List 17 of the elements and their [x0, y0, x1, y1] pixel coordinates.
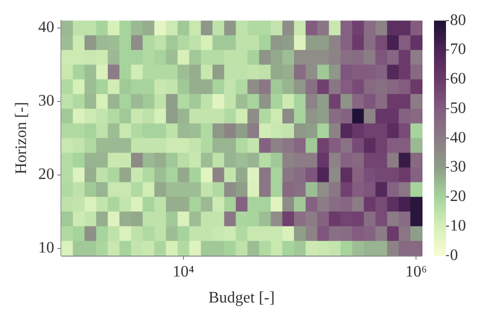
color-bar-label: 60: [450, 70, 466, 88]
color-bar-label: 0: [450, 246, 458, 264]
color-bar-label: 30: [450, 158, 466, 176]
y-tick-label: 20: [38, 166, 54, 184]
color-bar-label: 10: [450, 217, 466, 234]
y-axis-title: Horizon [-]: [12, 102, 30, 174]
y-tick-label: 30: [38, 92, 54, 110]
color-bar-label: 40: [450, 129, 466, 146]
color-bar-label: 20: [450, 188, 466, 206]
color-bar-label: 80: [450, 12, 466, 29]
y-tick-label: 10: [38, 239, 54, 256]
y-tick-label: 40: [38, 19, 54, 36]
x-tick-label: 10⁴: [172, 263, 195, 280]
x-axis-title: Budget [-]: [208, 290, 275, 307]
x-tick-label: 10⁶: [405, 263, 427, 280]
color-bar-label: 70: [450, 41, 466, 58]
color-bar-label: 50: [450, 100, 466, 117]
